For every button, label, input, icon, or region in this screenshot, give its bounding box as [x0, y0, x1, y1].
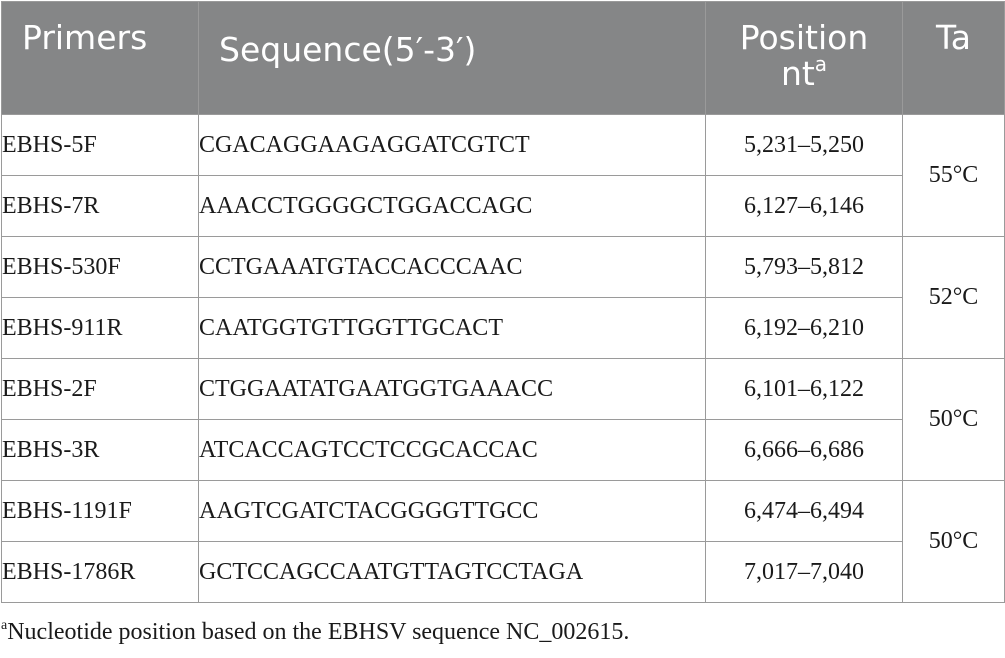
header-primers: Primers — [1, 1, 199, 115]
footnote-text: Nucleotide position based on the EBHSV s… — [7, 619, 630, 645]
cell-sequence: AAGTCGATCTACGGGGTTGCC — [198, 480, 706, 542]
header-position-footnote-marker: a — [814, 52, 828, 77]
cell-primer: EBHS-911R — [1, 297, 199, 359]
table-footnote: aNucleotide position based on the EBHSV … — [1, 619, 629, 646]
cell-position: 6,192–6,210 — [705, 297, 903, 359]
cell-position: 6,474–6,494 — [705, 480, 903, 542]
primer-table: Primers Sequence(5′-3′) Position nta Ta … — [1, 1, 1005, 603]
header-sequence: Sequence(5′-3′) — [198, 1, 706, 115]
header-position-line2: nta — [780, 52, 828, 94]
cell-primer: EBHS-2F — [1, 358, 199, 420]
cell-sequence: GCTCCAGCCAATGTTAGTCCTAGA — [198, 541, 706, 603]
cell-ta: 55°C — [902, 114, 1005, 237]
cell-ta: 50°C — [902, 480, 1005, 603]
table-row: EBHS-1191F AAGTCGATCTACGGGGTTGCC 6,474–6… — [1, 480, 1005, 603]
cell-position: 5,793–5,812 — [705, 236, 903, 298]
cell-primer: EBHS-7R — [1, 175, 199, 237]
table-row: EBHS-2F CTGGAATATGAATGGTGAAACC 6,101–6,1… — [1, 358, 1005, 481]
cell-primer: EBHS-1786R — [1, 541, 199, 603]
header-row: Primers Sequence(5′-3′) Position nta Ta — [1, 1, 1005, 115]
cell-primer: EBHS-5F — [1, 114, 199, 176]
cell-primer: EBHS-3R — [1, 419, 199, 481]
header-position: Position nta — [705, 1, 903, 115]
cell-sequence: CAATGGTGTTGGTTGCACT — [198, 297, 706, 359]
cell-position: 6,127–6,146 — [705, 175, 903, 237]
cell-sequence: CTGGAATATGAATGGTGAAACC — [198, 358, 706, 420]
cell-sequence: CGACAGGAAGAGGATCGTCT — [198, 114, 706, 176]
cell-position: 6,101–6,122 — [705, 358, 903, 420]
table-body: EBHS-5F CGACAGGAAGAGGATCGTCT 5,231–5,250… — [1, 114, 1005, 603]
table-row: EBHS-1786R GCTCCAGCCAATGTTAGTCCTAGA 7,01… — [1, 541, 1005, 603]
cell-primer: EBHS-530F — [1, 236, 199, 298]
header-position-line1: Position — [739, 18, 869, 57]
cell-position: 7,017–7,040 — [705, 541, 903, 603]
table-row: EBHS-7R AAACCTGGGGCTGGACCAGC 6,127–6,146 — [1, 175, 1005, 237]
footnote-marker: a — [1, 618, 8, 633]
table-row: EBHS-530F CCTGAAATGTACCACCCAAC 5,793–5,8… — [1, 236, 1005, 359]
cell-ta: 52°C — [902, 236, 1005, 359]
table-row: EBHS-3R ATCACCAGTCCTCCGCACCAC 6,666–6,68… — [1, 419, 1005, 481]
cell-sequence: AAACCTGGGGCTGGACCAGC — [198, 175, 706, 237]
cell-ta: 50°C — [902, 358, 1005, 481]
cell-sequence: CCTGAAATGTACCACCCAAC — [198, 236, 706, 298]
table-header: Primers Sequence(5′-3′) Position nta Ta — [1, 1, 1005, 115]
cell-position: 5,231–5,250 — [705, 114, 903, 176]
table-row: EBHS-5F CGACAGGAAGAGGATCGTCT 5,231–5,250… — [1, 114, 1005, 237]
table-row: EBHS-911R CAATGGTGTTGGTTGCACT 6,192–6,21… — [1, 297, 1005, 359]
cell-position: 6,666–6,686 — [705, 419, 903, 481]
header-ta: Ta — [902, 1, 1005, 115]
cell-sequence: ATCACCAGTCCTCCGCACCAC — [198, 419, 706, 481]
cell-primer: EBHS-1191F — [1, 480, 199, 542]
